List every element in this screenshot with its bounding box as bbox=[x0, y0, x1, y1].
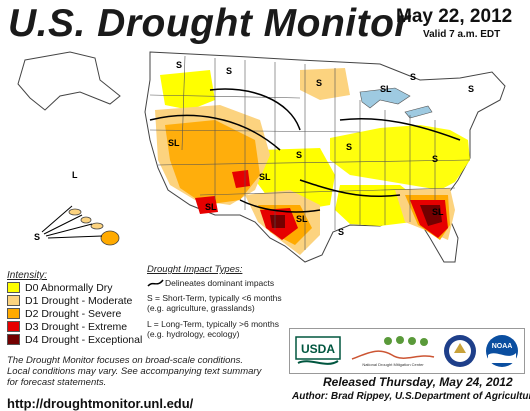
hawaii-impact-lines bbox=[41, 205, 103, 239]
agency-logos: USDA National Drought Mitigation Center … bbox=[289, 328, 525, 374]
svg-text:National Drought Mitigation Ce: National Drought Mitigation Center bbox=[362, 362, 424, 367]
note-line: Local conditions may vary. See accompany… bbox=[7, 366, 262, 377]
d1-region-north-plains bbox=[300, 68, 350, 100]
map-label-l: L bbox=[72, 170, 78, 180]
impact-long-term-example: (e.g. hydrology, ecology) bbox=[147, 329, 240, 339]
legend-item: D1 Drought - Moderate bbox=[7, 294, 142, 307]
legend-item: D2 Drought - Severe bbox=[7, 307, 142, 320]
legend-swatch bbox=[7, 321, 20, 332]
map-label-s: S bbox=[176, 60, 182, 70]
map-date: May 22, 2012 bbox=[396, 6, 513, 27]
state-boundaries bbox=[149, 55, 471, 250]
svg-text:USDA: USDA bbox=[301, 342, 335, 356]
map-label-sl: SL bbox=[432, 207, 444, 217]
impact-legend: Drought Impact Types: Delineates dominan… bbox=[147, 264, 297, 340]
legend-swatch bbox=[7, 295, 20, 306]
valid-time: Valid 7 a.m. EDT bbox=[423, 29, 501, 40]
legend-label: D1 Drought - Moderate bbox=[25, 294, 133, 307]
map-title: U.S. Drought Monitor bbox=[8, 2, 411, 45]
legend-label: D3 Drought - Extreme bbox=[25, 320, 128, 333]
map-label-s: S bbox=[316, 78, 322, 88]
d0-region-west bbox=[160, 70, 215, 110]
usda-logo: USDA bbox=[294, 333, 342, 369]
great-lakes bbox=[359, 87, 411, 109]
map-label-sl: SL bbox=[205, 202, 217, 212]
legend-label: D0 Abnormally Dry bbox=[25, 281, 113, 294]
impact-labels: S S S SL S S SL SL S S S SL SL S SL L S bbox=[34, 60, 474, 242]
d4-region-georgia bbox=[420, 205, 442, 226]
map-label-sl: SL bbox=[296, 214, 308, 224]
source-url-link[interactable]: http://droughtmonitor.unl.edu/ bbox=[7, 396, 194, 411]
author-credit: Author: Brad Rippey, U.S.Department of A… bbox=[292, 391, 530, 402]
lake-erie bbox=[404, 105, 433, 119]
map-label-s: S bbox=[346, 142, 352, 152]
legend-label: D4 Drought - Exceptional bbox=[25, 333, 143, 346]
d3-region-arizona bbox=[195, 196, 218, 214]
intensity-legend: Intensity: D0 Abnormally Dry D1 Drought -… bbox=[7, 270, 142, 346]
impact-legend-title: Drought Impact Types: bbox=[147, 264, 243, 275]
map-label-s: S bbox=[468, 84, 474, 94]
drought-map: S S S SL S S SL SL S S S SL SL S SL L S bbox=[17, 51, 506, 263]
boundary-line-icon bbox=[147, 279, 164, 287]
d4-region-texas bbox=[270, 215, 285, 228]
note-line: for forecast statements. bbox=[7, 377, 107, 388]
ndmc-logo: National Drought Mitigation Center bbox=[348, 333, 438, 369]
map-label-sl: SL bbox=[168, 138, 180, 148]
impact-short-term-example: (e.g. agriculture, grasslands) bbox=[147, 303, 255, 313]
impact-delineates: Delineates dominant impacts bbox=[165, 278, 275, 288]
legend-swatch bbox=[7, 308, 20, 319]
map-label-s: S bbox=[432, 154, 438, 164]
impact-short-term: S = Short-Term, typically <6 months bbox=[147, 293, 282, 303]
legend-item: D3 Drought - Extreme bbox=[7, 320, 142, 333]
map-label-sl: SL bbox=[380, 84, 392, 94]
doc-seal-logo bbox=[442, 333, 478, 369]
legend-title: Intensity: bbox=[7, 270, 48, 281]
alaska bbox=[17, 51, 121, 111]
hawaii bbox=[68, 208, 120, 246]
legend-swatch bbox=[7, 334, 20, 345]
impact-boundaries bbox=[149, 88, 461, 213]
d3-region-new-mexico bbox=[232, 170, 250, 188]
legend-label: D2 Drought - Severe bbox=[25, 307, 122, 320]
svg-text:NOAA: NOAA bbox=[492, 343, 513, 350]
legend-item: D0 Abnormally Dry bbox=[7, 281, 142, 294]
map-label-s: S bbox=[226, 66, 232, 76]
map-label-s: S bbox=[410, 72, 416, 82]
map-label-sl: SL bbox=[259, 172, 271, 182]
impact-long-term: L = Long-Term, typically >6 months bbox=[147, 319, 279, 329]
map-label-s: S bbox=[338, 227, 344, 237]
note-line: The Drought Monitor focuses on broad-sca… bbox=[7, 355, 244, 366]
map-label-s: S bbox=[296, 150, 302, 160]
legend-item: D4 Drought - Exceptional bbox=[7, 333, 142, 346]
forecast-note: The Drought Monitor focuses on broad-sca… bbox=[7, 355, 307, 388]
legend-swatch bbox=[7, 282, 20, 293]
noaa-logo: NOAA bbox=[484, 333, 520, 369]
release-date: Released Thursday, May 24, 2012 bbox=[323, 375, 513, 389]
map-label-s: S bbox=[34, 232, 40, 242]
